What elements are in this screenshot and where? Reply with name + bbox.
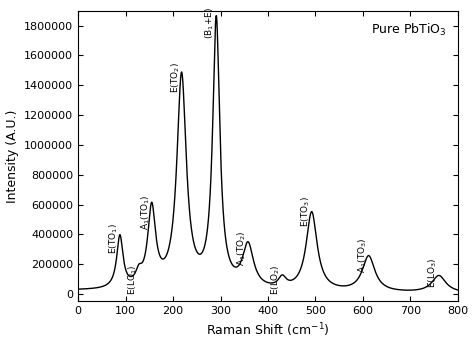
Y-axis label: Intensity (A.U.): Intensity (A.U.) [6, 109, 18, 203]
Text: E(TO$_3$): E(TO$_3$) [299, 197, 312, 227]
Text: E(LO$_1$): E(LO$_1$) [127, 265, 139, 295]
Text: E(LO$_3$): E(LO$_3$) [427, 258, 439, 288]
Text: Pure PbTiO$_3$: Pure PbTiO$_3$ [371, 22, 447, 38]
Text: A$_1$(TO$_1$): A$_1$(TO$_1$) [139, 194, 152, 230]
X-axis label: Raman Shift (cm$^{-1}$): Raman Shift (cm$^{-1}$) [206, 322, 330, 339]
Text: E(LO$_2$): E(LO$_2$) [270, 265, 282, 295]
Text: A$_1$(TO$_2$): A$_1$(TO$_2$) [236, 230, 248, 266]
Text: (B$_1$+E): (B$_1$+E) [204, 7, 216, 39]
Text: A$_1$(TO$_3$): A$_1$(TO$_3$) [356, 237, 369, 273]
Text: E(TO$_1$): E(TO$_1$) [108, 223, 120, 254]
Text: E(TO$_2$): E(TO$_2$) [169, 62, 182, 93]
